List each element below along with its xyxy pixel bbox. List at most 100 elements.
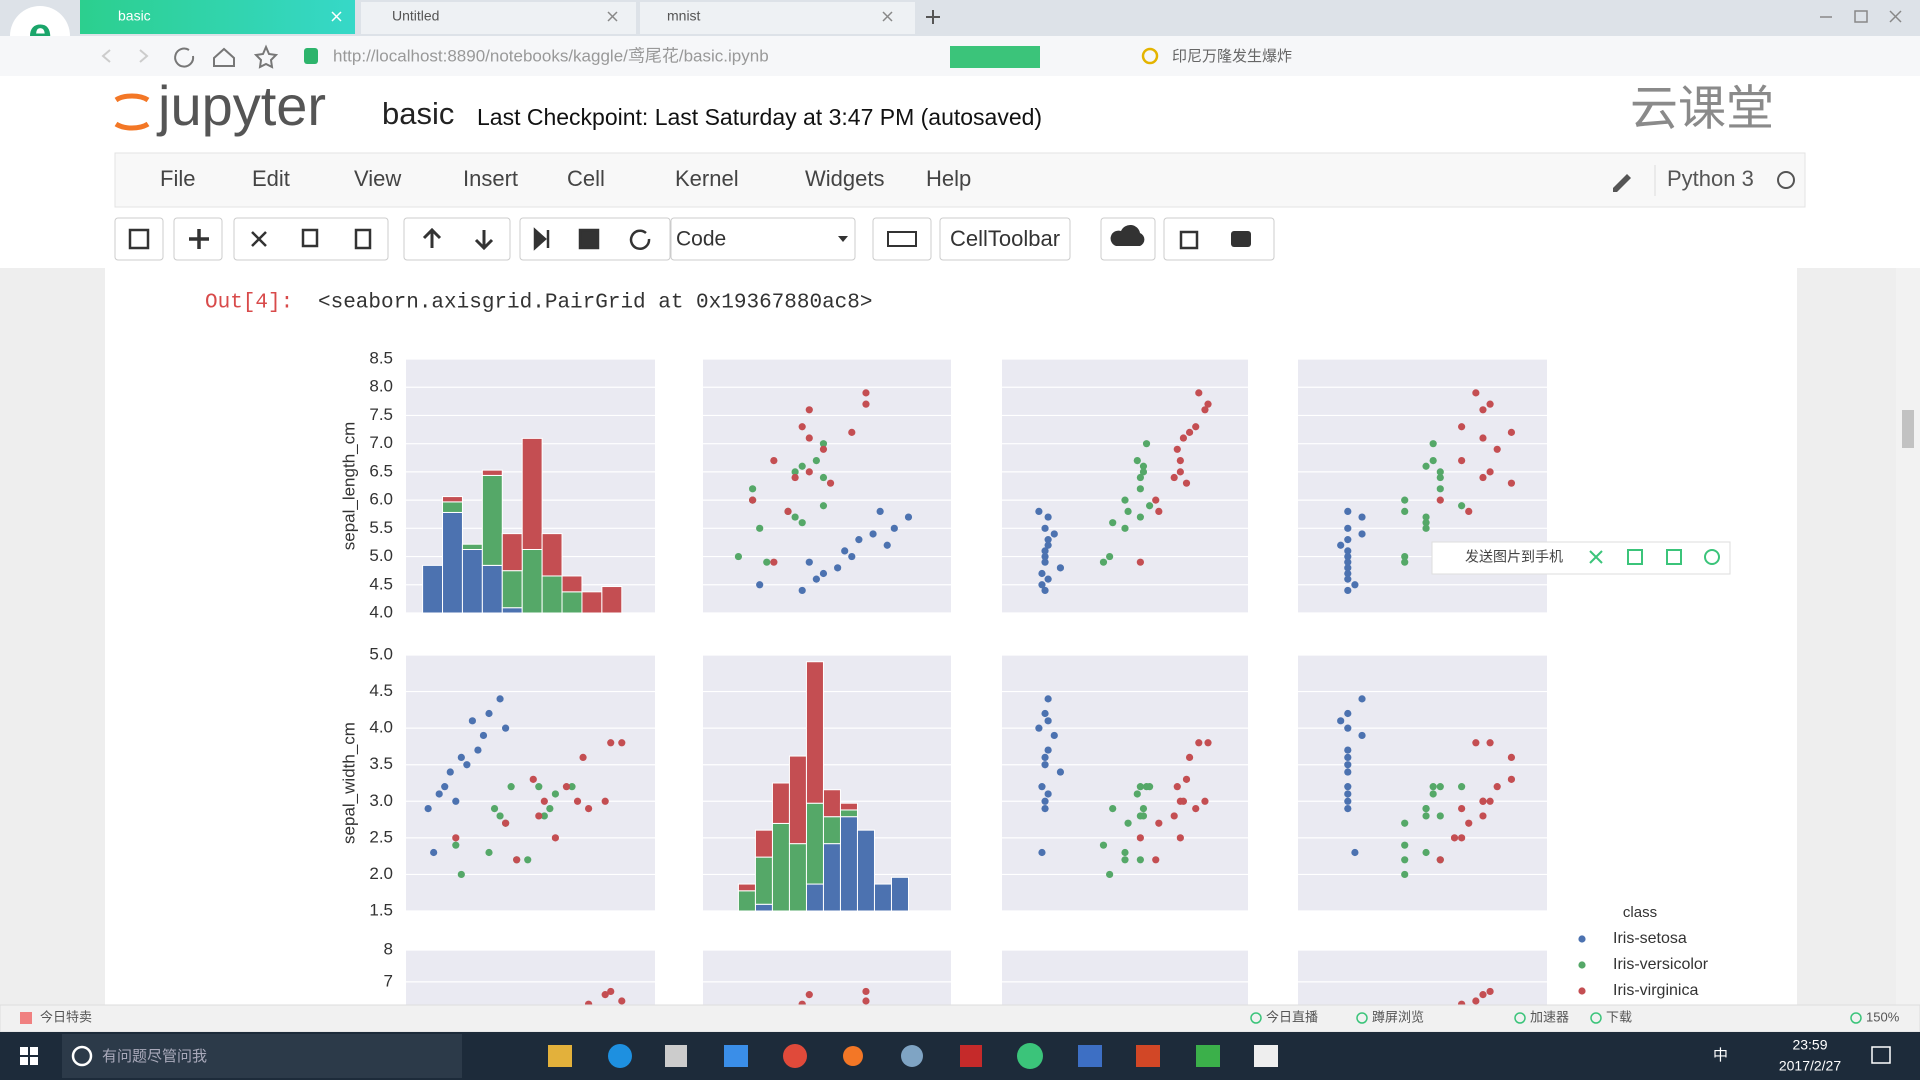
scatter-point (1472, 389, 1480, 397)
scroll-thumb[interactable] (1902, 410, 1914, 448)
scatter-point (1436, 485, 1444, 493)
scatter-point (1195, 389, 1203, 397)
status-item[interactable]: 蹲屏浏览 (1372, 1009, 1424, 1024)
kernel-name: Python 3 (1667, 166, 1754, 191)
scatter-point (770, 457, 778, 465)
checkpoint: Last Checkpoint: Last Saturday at 3:47 P… (477, 104, 1042, 130)
menu-item[interactable]: Kernel (675, 166, 739, 191)
scatter-point (1401, 558, 1409, 566)
hist-bar (481, 474, 503, 566)
y-tick-label: 7 (384, 971, 393, 990)
scatter-point (1133, 790, 1141, 798)
scatter-point (791, 513, 799, 521)
status-item[interactable]: 今日直播 (1266, 1009, 1318, 1024)
status-left[interactable]: 今日特卖 (40, 1009, 92, 1024)
hist-bar (501, 533, 523, 572)
scatter-point (1479, 434, 1487, 442)
scatter-point (1121, 496, 1129, 504)
nav-icons[interactable] (101, 44, 279, 69)
notebook-name[interactable]: basic (382, 96, 454, 131)
scatter-point (819, 445, 828, 453)
scatter-point (1401, 552, 1409, 561)
scatter-point (876, 507, 884, 515)
tab-active[interactable] (80, 0, 355, 34)
scatter-point (812, 575, 820, 583)
tab[interactable] (640, 2, 915, 34)
legend-marker (1578, 961, 1586, 969)
menu-item[interactable]: Edit (252, 166, 290, 191)
scatter-point (819, 569, 828, 578)
taskbar-search[interactable] (62, 1034, 462, 1078)
y-tick-label: 5.0 (369, 546, 393, 565)
notifications[interactable] (1871, 1046, 1891, 1064)
clock-date[interactable]: 2017/2/27 (1779, 1058, 1841, 1074)
hist-bar (805, 883, 824, 912)
scatter-point (1204, 739, 1212, 747)
status-item[interactable]: 加速器 (1530, 1009, 1569, 1024)
menu-item[interactable]: Widgets (805, 166, 884, 191)
scatter-point (1044, 717, 1052, 725)
scatter-point (1436, 496, 1444, 504)
menu-item[interactable]: File (160, 166, 195, 191)
legend-label: Iris-setosa (1613, 930, 1687, 947)
scatter-point (1044, 790, 1052, 798)
scatter-point (1176, 468, 1184, 476)
badge[interactable] (950, 46, 1040, 68)
hist-bar (737, 890, 756, 912)
scatter-point (579, 753, 587, 762)
start-button[interactable] (20, 1047, 38, 1065)
hist-bar (788, 843, 807, 912)
cell-type[interactable]: Code (676, 228, 726, 251)
search-icon (1141, 47, 1159, 65)
popup-text[interactable]: 发送图片到手机 (1465, 549, 1563, 565)
scatter-point (1344, 575, 1352, 583)
pairplot: 4.0 4.5 5.0 5.5 6.0 6.5 7.0 7.5 8.0 8.5 sepal_leng… (339, 348, 1709, 1005)
scatter-point (485, 709, 493, 718)
hist-bar (839, 816, 858, 912)
scatter-point (1472, 739, 1480, 747)
scatter-point (1358, 530, 1366, 538)
clock-time[interactable]: 23:59 (1792, 1037, 1827, 1053)
scatter-point (601, 797, 609, 805)
scatter-point (1035, 507, 1043, 515)
search-text[interactable]: 印尼万隆发生爆炸 (1172, 48, 1292, 65)
scatter-point (535, 783, 543, 791)
tab[interactable] (361, 2, 636, 34)
scatter-point (763, 558, 771, 566)
scatter-point (1136, 485, 1144, 493)
scrollbar[interactable] (1896, 268, 1920, 1005)
window-controls[interactable] (1820, 10, 1902, 23)
scatter-point (1493, 783, 1501, 791)
scatter-point (1201, 797, 1209, 805)
taskbar-search-text[interactable]: 有问题尽管问我 (102, 1048, 207, 1065)
y-tick-label: 4.5 (369, 681, 393, 700)
celltoolbar[interactable]: CellToolbar (950, 226, 1060, 251)
scatter-point (1041, 797, 1049, 805)
scatter-point (848, 552, 856, 561)
scatter-point (1436, 783, 1444, 791)
hist-bar (541, 533, 563, 577)
scatter-point (1429, 790, 1437, 798)
scatter-point (819, 502, 828, 510)
scatter-point (1493, 445, 1501, 453)
jupyter-logo[interactable]: jupyter (156, 74, 326, 137)
scatter-point (1458, 805, 1466, 813)
status-item[interactable]: 下载 (1606, 1009, 1632, 1024)
url[interactable]: http://localhost:8890/notebooks/kaggle/鸢… (333, 46, 769, 65)
menu-item[interactable]: View (354, 166, 401, 191)
legend-label: Iris-virginica (1613, 982, 1698, 999)
scatter-point (1041, 805, 1049, 813)
menu-item[interactable]: Insert (463, 166, 518, 191)
ime[interactable]: 中 (1713, 1047, 1728, 1064)
scatter-point (1344, 746, 1352, 754)
status-item[interactable]: 150% (1866, 1009, 1900, 1024)
menu-item[interactable]: Cell (567, 166, 605, 191)
scatter-point (1401, 507, 1409, 515)
popup-icons[interactable] (1589, 549, 1720, 565)
menu-item[interactable]: Help (926, 166, 971, 191)
scatter-point (1436, 468, 1444, 476)
hist-bar (771, 822, 790, 912)
taskbar-apps[interactable] (548, 1043, 1278, 1069)
scatter-point (805, 991, 813, 999)
legend-marker (1578, 935, 1586, 943)
